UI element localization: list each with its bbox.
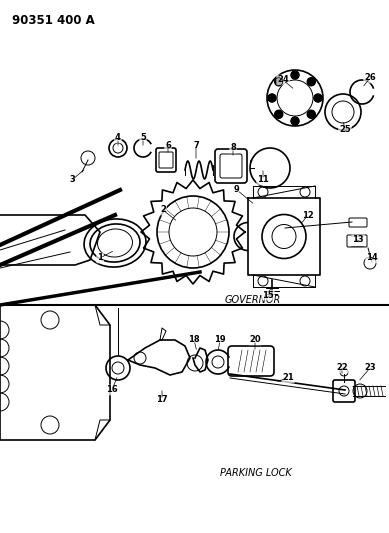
Text: 24: 24 <box>277 76 289 85</box>
Circle shape <box>314 94 322 102</box>
Text: 21: 21 <box>282 374 294 383</box>
Text: 12: 12 <box>302 211 314 220</box>
Text: 7: 7 <box>193 141 199 149</box>
Text: GOVERNOR: GOVERNOR <box>225 295 281 305</box>
Text: 2: 2 <box>160 206 166 214</box>
Text: 8: 8 <box>230 143 236 152</box>
Text: 5: 5 <box>140 133 146 142</box>
Text: 20: 20 <box>249 335 261 344</box>
Circle shape <box>307 110 315 118</box>
Circle shape <box>307 78 315 86</box>
Text: 22: 22 <box>336 364 348 373</box>
Text: 23: 23 <box>364 364 376 373</box>
Circle shape <box>291 117 299 125</box>
Text: 19: 19 <box>214 335 226 344</box>
Text: 4: 4 <box>115 133 121 142</box>
Circle shape <box>268 94 276 102</box>
Text: 26: 26 <box>364 74 376 83</box>
Text: 11: 11 <box>257 175 269 184</box>
Text: 1: 1 <box>97 254 103 262</box>
Text: 3: 3 <box>69 175 75 184</box>
Text: 17: 17 <box>156 395 168 405</box>
Text: 6: 6 <box>165 141 171 149</box>
Text: 9: 9 <box>234 185 240 195</box>
Text: 16: 16 <box>106 385 118 394</box>
Text: 15: 15 <box>262 290 274 300</box>
Text: 90351 400 A: 90351 400 A <box>12 14 95 27</box>
Text: 13: 13 <box>352 236 364 245</box>
Circle shape <box>275 110 283 118</box>
Text: 25: 25 <box>339 125 351 134</box>
Text: 18: 18 <box>188 335 200 344</box>
Text: 14: 14 <box>366 254 378 262</box>
Circle shape <box>291 71 299 79</box>
Circle shape <box>275 78 283 86</box>
Text: PARKING LOCK: PARKING LOCK <box>220 468 292 478</box>
